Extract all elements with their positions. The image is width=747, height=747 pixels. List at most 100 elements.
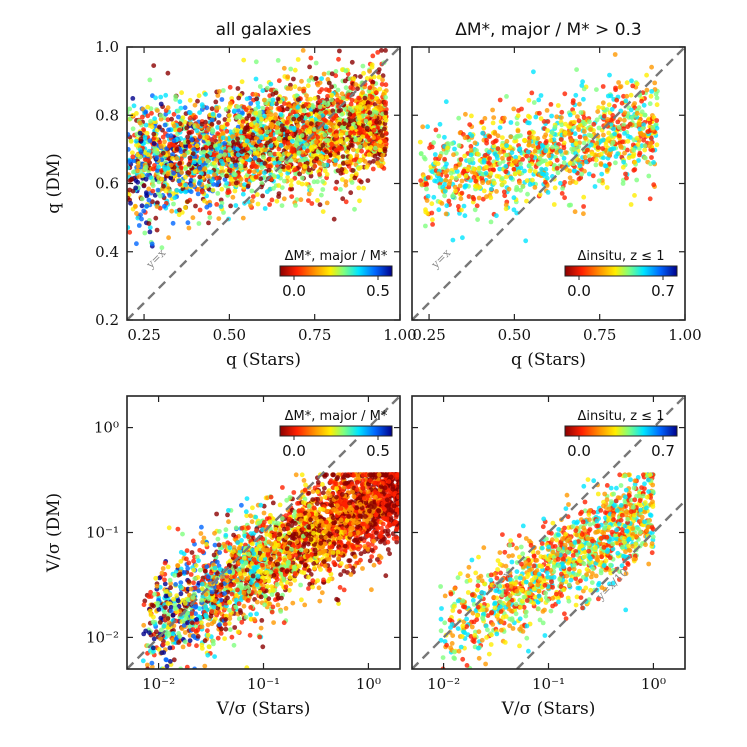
scatter-point — [158, 101, 164, 107]
scatter-point — [504, 152, 510, 158]
scatter-point — [349, 180, 355, 185]
scatter-point — [369, 94, 375, 100]
scatter-point — [317, 202, 323, 208]
scatter-point — [559, 191, 565, 196]
scatter-point — [206, 126, 212, 132]
scatter-point — [332, 152, 338, 158]
scatter-point — [146, 186, 152, 192]
scatter-point — [570, 98, 576, 103]
scatter-point — [251, 116, 256, 122]
scatter-point — [203, 124, 208, 129]
scatter-point — [517, 146, 523, 152]
scatter-point — [644, 87, 650, 93]
scatter-point — [457, 183, 463, 189]
scatter-point — [154, 204, 160, 209]
scatter-point — [288, 182, 294, 188]
scatter-point — [205, 158, 211, 164]
scatter-point — [183, 205, 188, 211]
scatter-point — [476, 165, 482, 171]
scatter-point — [577, 122, 583, 128]
scatter-point — [236, 616, 242, 622]
scatter-point — [525, 149, 531, 155]
scatter-point — [366, 104, 371, 110]
scatter-point — [602, 163, 608, 169]
scatter-point — [554, 114, 560, 120]
scatter-point — [244, 96, 250, 102]
scatter-point — [201, 535, 207, 541]
scatter-point — [442, 181, 447, 187]
scatter-point — [259, 116, 264, 122]
scatter-point — [215, 191, 221, 196]
scatter-point — [211, 172, 217, 178]
scatter-point — [628, 107, 634, 113]
scatter-point — [339, 146, 345, 151]
scatter-point — [245, 127, 250, 132]
colorbar: Δinsitu, z ≤ 10.0 0.7 — [564, 249, 678, 300]
scatter-point — [249, 188, 255, 194]
scatter-point — [375, 99, 381, 105]
scatter-point — [154, 168, 160, 173]
scatter-point — [177, 160, 183, 166]
scatter-point — [567, 175, 573, 181]
scatter-point — [289, 186, 295, 192]
scatter-point — [240, 215, 246, 221]
scatter-point — [367, 110, 373, 115]
scatter-point — [329, 84, 334, 90]
scatter-point — [642, 112, 648, 118]
scatter-point — [271, 186, 276, 191]
scatter-point — [271, 136, 277, 142]
scatter-point — [636, 121, 642, 127]
scatter-point — [147, 229, 153, 235]
scatter-point — [193, 114, 198, 120]
scatter-point — [520, 157, 525, 162]
scatter-point — [183, 166, 188, 172]
scatter-point — [292, 175, 298, 181]
scatter-point — [442, 188, 448, 194]
scatter-point — [621, 122, 627, 128]
scatter-point — [476, 195, 482, 201]
scatter-point — [356, 95, 361, 101]
scatter-point — [488, 186, 494, 192]
scatter-point — [296, 150, 302, 156]
scatter-point — [329, 97, 334, 103]
scatter-point — [492, 180, 497, 186]
scatter-point — [576, 118, 582, 124]
scatter-point — [235, 86, 241, 91]
scatter-point — [612, 52, 618, 57]
scatter-point — [179, 90, 185, 96]
scatter-point — [613, 160, 618, 166]
scatter-point — [634, 110, 640, 116]
scatter-point — [197, 174, 203, 180]
scatter-point — [362, 95, 368, 101]
scatter-point — [278, 112, 284, 117]
scatter-point — [219, 97, 225, 102]
scatter-point — [497, 161, 502, 167]
scatter-point — [577, 140, 582, 146]
scatter-point — [622, 131, 627, 136]
scatter-point — [601, 155, 606, 161]
scatter-point — [370, 166, 376, 172]
scatter-point — [432, 152, 438, 157]
scatter-point — [157, 124, 162, 130]
scatter-point — [151, 63, 157, 68]
scatter-point — [494, 153, 500, 159]
scatter-point — [561, 155, 567, 161]
scatter-point — [558, 137, 564, 142]
scatter-point — [649, 64, 654, 70]
scatter-point — [382, 148, 388, 154]
scatter-point — [343, 199, 349, 205]
scatter-point — [451, 152, 456, 158]
scatter-point — [274, 141, 280, 146]
scatter-point — [269, 101, 275, 107]
scatter-point — [158, 144, 164, 149]
scatter-point — [641, 102, 647, 108]
scatter-point — [252, 155, 258, 161]
scatter-point — [429, 210, 435, 216]
scatter-point — [652, 80, 658, 86]
scatter-point — [317, 104, 323, 110]
scatter-point — [316, 114, 322, 120]
scatter-point — [165, 171, 171, 177]
scatter-point — [186, 225, 192, 231]
scatter-point — [375, 160, 381, 166]
scatter-point — [372, 153, 378, 159]
